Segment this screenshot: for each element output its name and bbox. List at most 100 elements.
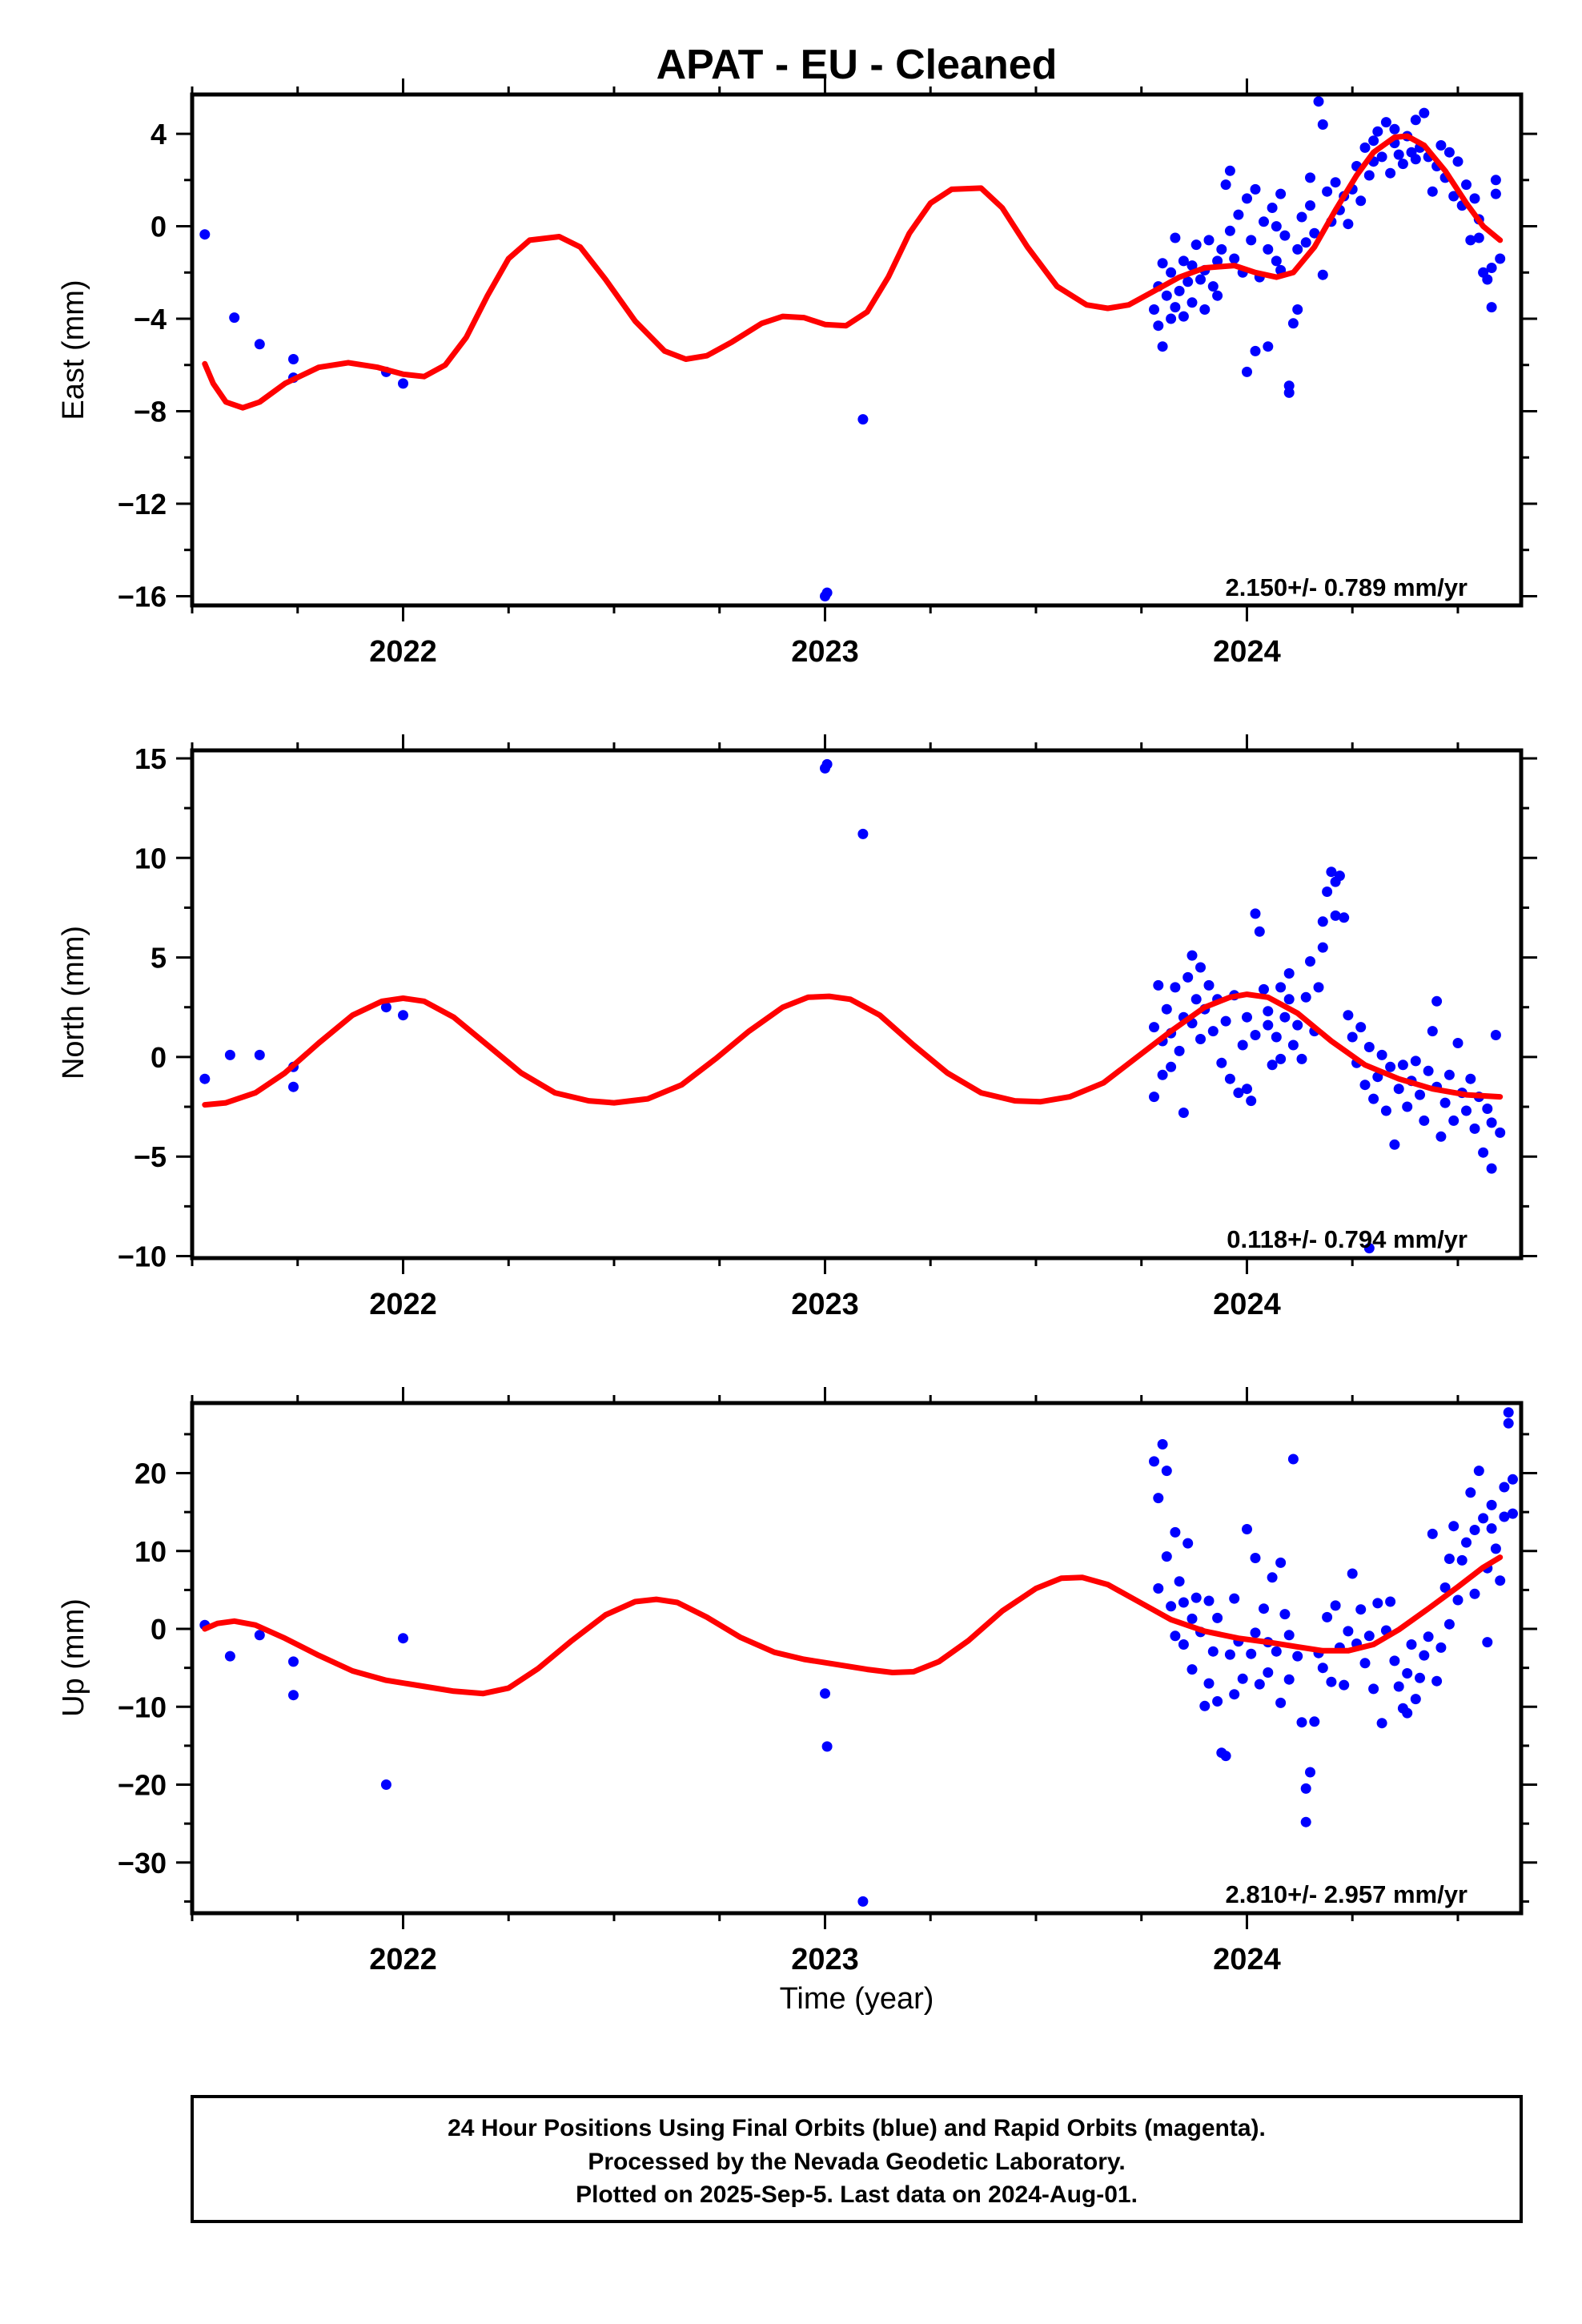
east-data-point: [1465, 235, 1476, 246]
east-data-point: [1385, 167, 1396, 179]
up-data-point: [1402, 1707, 1413, 1719]
up-data-point: [1275, 1557, 1287, 1568]
east-data-point: [1178, 255, 1189, 267]
north-data-point: [1267, 1059, 1278, 1071]
up-data-point: [1326, 1676, 1337, 1687]
north-data-point: [1343, 1010, 1354, 1021]
up-data-point: [1229, 1689, 1240, 1700]
north-data-point: [1461, 1105, 1472, 1116]
up-data-point: [1435, 1642, 1447, 1653]
north-data-point: [1435, 1131, 1447, 1142]
east-data-point: [1393, 149, 1404, 160]
north-data-point: [1419, 1115, 1430, 1126]
north-data-point: [1178, 1108, 1189, 1118]
east-data-point: [1300, 237, 1311, 248]
north-x-tick-label: 2022: [369, 1288, 437, 1321]
north-data-point: [1415, 1089, 1425, 1100]
north-y-tick-label: −10: [118, 1240, 167, 1273]
east-data-point: [1363, 170, 1375, 181]
east-data-point: [229, 312, 240, 324]
north-data-point: [380, 1002, 391, 1013]
up-data-point: [1149, 1456, 1159, 1467]
up-data-point: [1461, 1537, 1472, 1548]
up-data-point: [1465, 1487, 1476, 1498]
up-y-tick-label: 10: [135, 1535, 167, 1568]
east-y-tick-label: −4: [134, 303, 167, 336]
east-data-point: [1195, 274, 1206, 285]
north-data-point: [1478, 1147, 1489, 1158]
east-data-point: [1191, 239, 1202, 251]
north-data-point: [1279, 1011, 1291, 1023]
up-data-point: [1347, 1568, 1358, 1579]
east-data-point: [1443, 147, 1455, 158]
up-data-point: [1508, 1508, 1518, 1519]
east-data-point: [1242, 193, 1252, 204]
up-data-point: [1300, 1783, 1311, 1794]
up-data-point: [1203, 1595, 1215, 1606]
north-data-point: [199, 1073, 211, 1084]
east-data-point: [1397, 159, 1408, 170]
north-data-point: [1330, 910, 1341, 921]
up-model-curve: [202, 1554, 1504, 1697]
north-data-point: [1275, 1053, 1287, 1064]
east-data-point: [1207, 281, 1219, 292]
north-data-point: [1237, 1039, 1248, 1051]
up-data-point: [1490, 1543, 1501, 1554]
up-data-point: [1419, 1650, 1430, 1661]
north-data-point: [1283, 968, 1295, 979]
east-data-point: [1368, 135, 1379, 147]
up-data-point: [1275, 1697, 1287, 1708]
north-y-tick-label: −5: [134, 1140, 167, 1173]
north-data-point: [1233, 1088, 1244, 1099]
north-data-point: [1448, 1115, 1460, 1126]
north-data-point: [1263, 1019, 1274, 1031]
up-data-point: [1283, 1674, 1295, 1685]
up-data-point: [1271, 1646, 1282, 1657]
up-data-point: [1287, 1454, 1299, 1465]
east-data-point: [1170, 302, 1181, 313]
up-data-point: [1182, 1538, 1194, 1549]
east-data-point: [1452, 156, 1464, 167]
north-data-point: [1246, 1096, 1257, 1107]
east-data-point: [1296, 211, 1307, 223]
north-data-point: [1149, 1022, 1159, 1033]
east-data-point: [1287, 318, 1299, 329]
north-data-point: [1402, 1101, 1413, 1112]
up-data-point: [1363, 1630, 1375, 1642]
up-y-tick-label: 0: [151, 1613, 167, 1646]
east-x-tick-label: 2023: [791, 635, 859, 669]
north-data-point: [1195, 962, 1206, 973]
east-data-point: [1283, 380, 1295, 392]
up-data-point: [1153, 1493, 1164, 1504]
north-data-point: [1224, 1073, 1235, 1084]
east-data-point: [1305, 200, 1315, 211]
north-data-point: [1275, 982, 1287, 993]
up-data-point: [1170, 1630, 1181, 1642]
up-data-point: [1296, 1717, 1307, 1728]
up-data-point: [1317, 1663, 1328, 1674]
east-data-point: [1343, 219, 1354, 230]
up-data-point: [1439, 1582, 1451, 1593]
up-data-point: [1443, 1554, 1455, 1564]
north-data-point: [1271, 1031, 1282, 1043]
east-data-point: [1166, 267, 1177, 278]
east-data-point: [1263, 341, 1274, 352]
east-data-point: [1317, 119, 1328, 130]
up-y-tick-label: 20: [135, 1458, 167, 1490]
east-data-point: [1212, 290, 1223, 301]
east-data-point: [1317, 269, 1328, 280]
up-data-point: [1469, 1525, 1480, 1535]
up-y-tick-label: −20: [118, 1769, 167, 1802]
north-data-point: [1166, 1061, 1177, 1072]
north-data-point: [1359, 1080, 1371, 1091]
up-data-point: [1406, 1639, 1417, 1650]
east-model-curve: [202, 133, 1504, 411]
east-data-point: [1161, 290, 1172, 301]
up-data-point: [1263, 1667, 1274, 1678]
east-data-point: [1242, 366, 1252, 377]
up-data-point: [1359, 1658, 1371, 1669]
up-data-point: [1410, 1694, 1421, 1705]
east-data-point: [1355, 195, 1367, 207]
up-data-point: [380, 1779, 391, 1790]
up-data-point: [1355, 1604, 1367, 1615]
